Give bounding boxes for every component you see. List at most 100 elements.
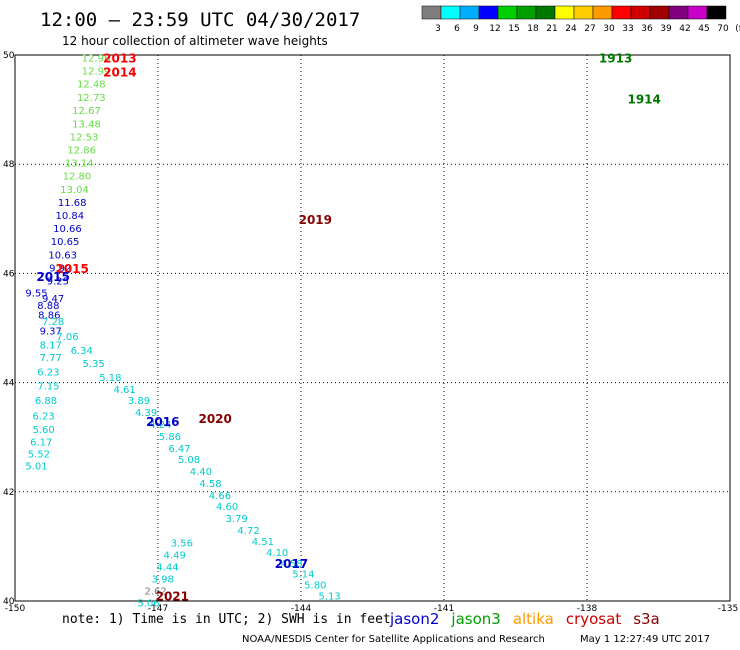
color-swatch bbox=[592, 5, 613, 20]
color-swatch bbox=[573, 5, 594, 20]
swh-value: 3.79 bbox=[226, 514, 248, 525]
color-scale-label: 3 bbox=[435, 24, 441, 34]
y-tick-label: 42 bbox=[3, 488, 14, 498]
legend-item: altika bbox=[513, 610, 554, 628]
track-time-label: 2017 bbox=[275, 557, 308, 571]
y-tick-label: 50 bbox=[3, 51, 15, 61]
color-scale-label: (ft) bbox=[735, 24, 740, 34]
color-swatch bbox=[459, 5, 480, 20]
footer-timestamp: May 1 12:27:49 UTC 2017 bbox=[580, 634, 710, 645]
swh-value: 5.14 bbox=[292, 570, 314, 581]
gridlines bbox=[15, 55, 730, 601]
swh-value: 4.40 bbox=[190, 467, 212, 478]
swh-value: 6.23 bbox=[32, 411, 54, 422]
color-scale-label: 70 bbox=[717, 24, 729, 34]
swh-value: 8.88 bbox=[37, 301, 59, 312]
legend-item: jason3 bbox=[450, 610, 500, 628]
track-time-label: 2014 bbox=[103, 65, 136, 79]
swh-value: 9.37 bbox=[40, 327, 62, 338]
color-swatch bbox=[611, 5, 632, 20]
swh-value: 7.06 bbox=[56, 332, 78, 343]
legend-item: cryosat bbox=[566, 610, 621, 628]
axis-ticks: -150 -147 -144 -141 -138 -135 40 42 44 46 48 50 bbox=[3, 51, 738, 614]
color-scale-label: 24 bbox=[565, 24, 577, 34]
x-tick-label: -144 bbox=[291, 604, 312, 614]
y-tick-label: 44 bbox=[3, 379, 15, 389]
swh-value: 4.60 bbox=[216, 502, 238, 513]
swh-value: 4.24 bbox=[149, 420, 171, 431]
swh-value: 4.10 bbox=[266, 548, 288, 559]
swh-value: 4.61 bbox=[114, 385, 136, 396]
plot-frame bbox=[14, 54, 731, 602]
swh-value: 3.56 bbox=[171, 539, 193, 550]
color-swatch bbox=[706, 5, 727, 20]
color-scale-label: 12 bbox=[489, 24, 500, 34]
swh-value: 5.35 bbox=[83, 359, 105, 370]
swh-value: 7.15 bbox=[37, 381, 59, 392]
swh-value: 5.13 bbox=[318, 592, 340, 603]
swh-value: 6.17 bbox=[30, 438, 52, 449]
swh-value: 4.44 bbox=[156, 563, 178, 574]
swh-value: 5.08 bbox=[178, 455, 200, 466]
swh-value: 12.67 bbox=[72, 106, 101, 117]
swh-value: 6.88 bbox=[35, 396, 57, 407]
swh-value: 13.14 bbox=[65, 159, 94, 170]
swh-value: 4.39 bbox=[135, 408, 157, 419]
swh-value: 7.77 bbox=[40, 353, 62, 364]
swh-value: 8.86 bbox=[38, 310, 60, 321]
x-tick-label: -147 bbox=[148, 604, 168, 614]
color-swatch bbox=[440, 5, 461, 20]
color-scale-label: 33 bbox=[622, 24, 633, 34]
x-tick-label: -138 bbox=[577, 604, 598, 614]
color-swatch bbox=[668, 5, 689, 20]
swh-value: 5.80 bbox=[304, 581, 326, 592]
swh-value: 9.47 bbox=[42, 294, 64, 305]
swh-value: 3.89 bbox=[128, 396, 150, 407]
swh-value: 9.92 bbox=[49, 263, 71, 274]
swh-value: 12.96 bbox=[82, 54, 111, 65]
x-tick-label: -135 bbox=[718, 604, 738, 614]
color-swatch bbox=[516, 5, 537, 20]
color-swatch bbox=[630, 5, 651, 20]
swh-value: 5.86 bbox=[159, 432, 181, 443]
swh-value: 6.23 bbox=[37, 368, 59, 379]
color-scale-label: 30 bbox=[603, 24, 615, 34]
swh-value: 10.65 bbox=[51, 237, 80, 248]
legend-item: jason2 bbox=[389, 610, 439, 628]
swh-value: 9.55 bbox=[25, 289, 47, 300]
x-tick-label: -150 bbox=[5, 604, 26, 614]
swh-value: 12.86 bbox=[67, 145, 96, 156]
swh-value: 8.17 bbox=[40, 340, 62, 351]
swh-value: 4.51 bbox=[252, 537, 274, 548]
plot-area: -150 -147 -144 -141 -138 -135 40 42 44 46 48 50 12.… bbox=[3, 51, 738, 614]
color-scale-label: 6 bbox=[454, 24, 460, 34]
color-swatch bbox=[535, 5, 556, 20]
color-swatch bbox=[649, 5, 670, 20]
swh-value: 12.53 bbox=[70, 132, 99, 143]
chart-subtitle: 12 hour collection of altimeter wave hei… bbox=[62, 34, 328, 48]
x-tick-label: -141 bbox=[434, 604, 454, 614]
color-scale-label: 21 bbox=[546, 24, 557, 34]
legend: jason2 jason3 altika cryosat s3a bbox=[389, 610, 660, 628]
swh-value: 11.68 bbox=[58, 198, 87, 209]
swh-value: 4.66 bbox=[209, 491, 231, 502]
y-tick-label: 48 bbox=[3, 160, 15, 170]
color-scale-label: 39 bbox=[660, 24, 672, 34]
track-time-label: 2015 bbox=[55, 262, 88, 276]
swh-value: 13.48 bbox=[72, 119, 101, 130]
track-time-label: 2020 bbox=[198, 412, 231, 426]
track-time-label: 2016 bbox=[146, 415, 179, 429]
color-swatch bbox=[478, 5, 499, 20]
track-time-label: 2019 bbox=[299, 213, 332, 227]
swh-value: 12.99 bbox=[82, 66, 111, 77]
color-swatch bbox=[687, 5, 708, 20]
color-scale-label: 15 bbox=[508, 24, 519, 34]
y-tick-label: 40 bbox=[3, 597, 15, 607]
color-swatch bbox=[554, 5, 575, 20]
swh-value: 10.66 bbox=[53, 224, 82, 235]
swh-value: 3.98 bbox=[152, 575, 174, 586]
footer-credit: NOAA/NESDIS Center for Satellite Applica… bbox=[242, 634, 545, 645]
swh-value: 4.72 bbox=[237, 526, 259, 537]
